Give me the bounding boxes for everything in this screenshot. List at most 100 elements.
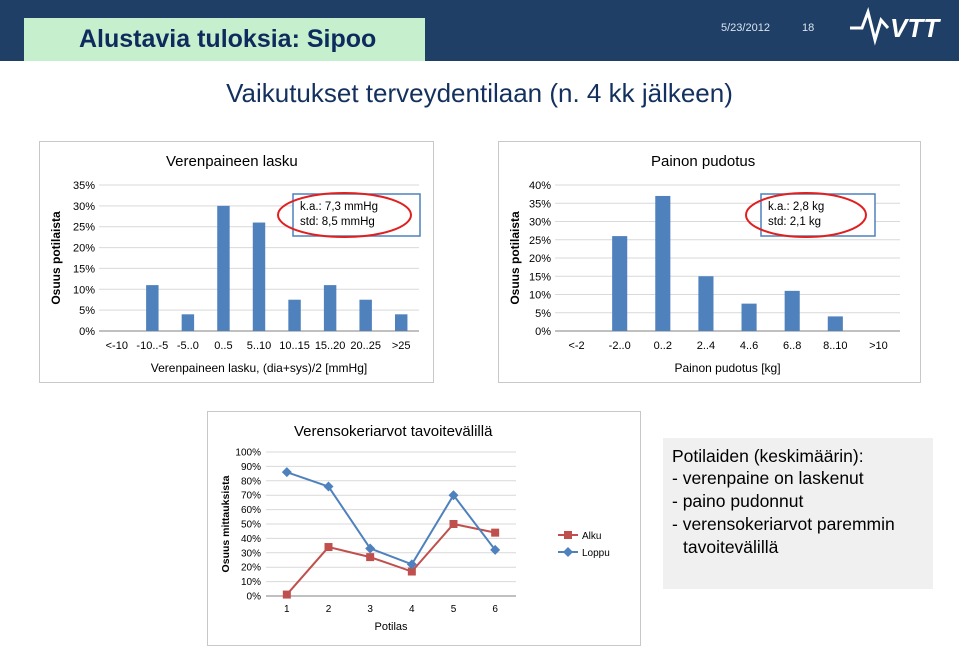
summary-line: - verenpaine on laskenut xyxy=(672,468,864,488)
y-tick-label: 5% xyxy=(535,308,551,320)
vtt-logo-icon: VTT xyxy=(850,6,941,46)
annotation-text: std: 2,1 kg xyxy=(768,216,821,228)
chart-title: Verensokeriarvot tavoitevälillä xyxy=(294,423,493,440)
x-tick-label: 0..2 xyxy=(654,340,672,352)
legend-marker xyxy=(564,531,572,539)
y-tick-label: 80% xyxy=(241,476,261,487)
x-tick-label: 5..10 xyxy=(247,340,271,352)
chart-panel-weight-loss: Painon pudotus 0% 5% 10% 15% 20% 25% 30% 35% 40% <… xyxy=(498,141,921,383)
page-number: 18 xyxy=(802,22,815,34)
x-tick-label: 20..25 xyxy=(350,340,381,352)
legend-label: Loppu xyxy=(582,548,610,559)
bar xyxy=(655,195,671,331)
y-tick-label: 25% xyxy=(529,235,551,247)
x-tick-label: 6 xyxy=(492,604,498,615)
x-tick-label: 5 xyxy=(451,604,457,615)
page-title: Alustavia tuloksia: Sipoo xyxy=(79,25,377,53)
data-point xyxy=(324,543,333,552)
data-point xyxy=(366,553,375,562)
data-point xyxy=(449,520,458,528)
summary-line: - paino pudonnut xyxy=(672,491,804,511)
chart-panel-blood-pressure: Verenpaineen lasku 0% 5% 10% 15% 20% 25% 30% 35%… xyxy=(39,141,434,383)
x-tick-label: 15..20 xyxy=(315,340,346,352)
summary-box xyxy=(663,438,933,589)
annotation-text: std: 8,5 mmHg xyxy=(300,216,375,228)
bar xyxy=(395,314,408,331)
legend-marker xyxy=(563,547,573,557)
bar xyxy=(612,236,628,331)
y-tick-label: 40% xyxy=(241,534,261,545)
series-line xyxy=(286,471,496,566)
y-tick-label: 25% xyxy=(73,222,95,234)
chart-title: Painon pudotus xyxy=(651,153,755,170)
y-tick-label: 30% xyxy=(73,201,95,213)
annotation-text: k.a.: 2,8 kg xyxy=(768,201,824,213)
y-axis-label: Osuus potilaista xyxy=(49,211,63,305)
y-tick-label: 0% xyxy=(535,326,551,338)
x-tick-label: 4 xyxy=(409,604,415,615)
data-point xyxy=(490,544,501,555)
x-axis-label: Verenpaineen lasku, (dia+sys)/2 [mmHg] xyxy=(151,361,367,375)
bar xyxy=(323,285,337,331)
summary-line: tavoitevälillä xyxy=(683,537,779,557)
annotation-highlight xyxy=(277,192,412,238)
x-tick-label: 2..4 xyxy=(697,340,715,352)
title-box xyxy=(24,18,425,61)
y-tick-label: 60% xyxy=(241,505,261,516)
annotation-text: k.a.: 7,3 mmHg xyxy=(300,201,378,213)
y-tick-label: 15% xyxy=(73,263,95,275)
bar xyxy=(217,205,230,331)
bar xyxy=(181,314,195,331)
x-tick-label: 4..6 xyxy=(740,340,758,352)
x-tick-label: >10 xyxy=(869,340,888,352)
annotation-highlight xyxy=(745,192,867,238)
bar-chart-weight-loss: Painon pudotus 0% 5% 10% 15% 20% 25% 30% 35% 40% <… xyxy=(508,153,900,375)
x-tick-label: -10..-5 xyxy=(136,340,168,352)
bar xyxy=(146,285,159,331)
annotation-box xyxy=(292,193,421,237)
bar xyxy=(698,276,714,331)
data-point xyxy=(365,543,376,554)
x-tick-label: <-10 xyxy=(106,340,128,352)
x-tick-label: 1 xyxy=(284,604,290,615)
bar-chart-blood-pressure: Verenpaineen lasku 0% 5% 10% 15% 20% 25% 30% 35%… xyxy=(49,153,421,375)
data-point xyxy=(282,590,291,599)
data-point xyxy=(448,490,459,501)
bar xyxy=(288,299,301,331)
series-line xyxy=(286,522,496,596)
bar xyxy=(741,303,757,331)
y-tick-label: 40% xyxy=(529,180,551,192)
bar xyxy=(252,222,266,331)
header-date: 5/23/2012 xyxy=(721,22,770,34)
x-tick-label: 2 xyxy=(326,604,332,615)
y-tick-label: 30% xyxy=(241,548,261,559)
y-tick-label: 20% xyxy=(241,563,261,574)
x-tick-label: 8..10 xyxy=(823,340,847,352)
data-point xyxy=(407,567,416,576)
chart-panel-blood-sugar: Verensokeriarvot tavoitevälillä 0% 10% 20% 3… xyxy=(207,411,641,646)
y-tick-label: 70% xyxy=(241,491,261,502)
svg-text:VTT: VTT xyxy=(890,13,941,43)
y-tick-label: 10% xyxy=(241,577,261,588)
bar xyxy=(827,316,843,331)
legend-label: Alku xyxy=(582,531,601,542)
y-tick-label: 90% xyxy=(241,462,261,473)
bar xyxy=(359,299,372,331)
y-axis-label: Osuus mittauksista xyxy=(220,475,232,572)
data-point xyxy=(281,467,292,478)
y-tick-label: 50% xyxy=(241,520,261,531)
x-tick-label: 6..8 xyxy=(783,340,801,352)
x-tick-label: 10..15 xyxy=(279,340,310,352)
data-point xyxy=(406,559,417,570)
summary-heading: Potilaiden (keskimäärin): xyxy=(672,446,864,466)
x-tick-label: 3 xyxy=(367,604,373,615)
y-tick-label: 0% xyxy=(247,592,262,603)
y-tick-label: 35% xyxy=(529,198,551,210)
chart-title: Verenpaineen lasku xyxy=(166,153,298,170)
y-tick-label: 10% xyxy=(529,290,551,302)
y-tick-label: 20% xyxy=(529,253,551,265)
x-tick-label: <-2 xyxy=(568,340,584,352)
y-axis-label: Osuus potilaista xyxy=(508,211,522,305)
x-tick-label: -2..0 xyxy=(609,340,631,352)
bar xyxy=(784,290,800,331)
